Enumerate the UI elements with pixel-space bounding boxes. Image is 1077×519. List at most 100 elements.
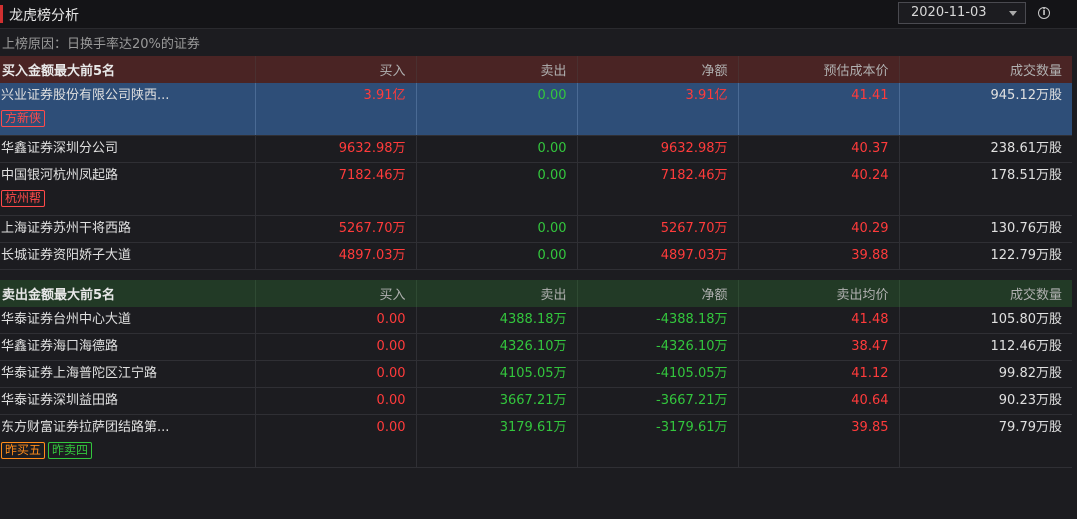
broker-name: 华泰证券上海普陀区江宁路 <box>0 360 255 388</box>
net-amount: -3179.61万 <box>576 414 738 468</box>
sell-amount: 0.00 <box>415 242 577 270</box>
buy-amount: 9632.98万 <box>254 135 416 163</box>
buy-amount: 0.00 <box>254 307 416 334</box>
buy-amount: 7182.46万 <box>254 162 416 216</box>
title-bar: 龙虎榜分析 2020-11-03 i <box>0 0 1077 29</box>
table-row[interactable]: 华泰证券深圳益田路 0.00 3667.21万 -3667.21万 40.64 … <box>0 387 1072 415</box>
broker-name: 上海证券苏州干将西路 <box>0 215 255 243</box>
buy-header-volume[interactable]: 成交数量 <box>898 56 1072 83</box>
buy-header-net[interactable]: 净额 <box>576 56 738 83</box>
buy-table: 买入金额最大前5名 买入 卖出 净额 预估成本价 成交数量 兴业证券股份有限公司… <box>0 56 1072 270</box>
sell-amount: 4326.10万 <box>415 333 577 361</box>
sell-table: 卖出金额最大前5名 买入 卖出 净额 卖出均价 成交数量 华泰证券台州中心大道 … <box>0 280 1072 468</box>
volume: 178.51万股 <box>898 162 1072 216</box>
avg-sell-price: 39.85 <box>737 414 899 468</box>
table-row[interactable]: 兴业证券股份有限公司陕西... 方新侠 3.91亿 0.00 3.91亿 41.… <box>0 83 1072 136</box>
cost-price: 40.37 <box>737 135 899 163</box>
volume: 105.80万股 <box>898 307 1072 334</box>
broker-name: 东方财富证券拉萨团结路第... <box>1 420 170 435</box>
net-amount: -4326.10万 <box>576 333 738 361</box>
sell-amount: 0.00 <box>415 215 577 243</box>
broker-name: 长城证券资阳娇子大道 <box>0 242 255 270</box>
volume: 238.61万股 <box>898 135 1072 163</box>
net-amount: 4897.03万 <box>576 242 738 270</box>
listing-reason: 上榜原因：日换手率达20%的证券 <box>2 37 200 52</box>
buy-amount: 0.00 <box>254 333 416 361</box>
page-title: 龙虎榜分析 <box>9 8 79 24</box>
avg-sell-price: 41.12 <box>737 360 899 388</box>
volume: 130.76万股 <box>898 215 1072 243</box>
net-amount: 3.91亿 <box>576 83 738 136</box>
avg-sell-price: 38.47 <box>737 333 899 361</box>
net-amount: 9632.98万 <box>576 135 738 163</box>
sell-table-header: 卖出金额最大前5名 买入 卖出 净额 卖出均价 成交数量 <box>0 280 1072 307</box>
sell-amount: 4105.05万 <box>415 360 577 388</box>
sell-header-sell[interactable]: 卖出 <box>415 280 577 307</box>
buy-header-price[interactable]: 预估成本价 <box>737 56 899 83</box>
sell-header-volume[interactable]: 成交数量 <box>898 280 1072 307</box>
broker-name: 华鑫证券海口海德路 <box>0 333 255 361</box>
cost-price: 41.41 <box>737 83 899 136</box>
buy-amount: 5267.70万 <box>254 215 416 243</box>
buy-header-name: 买入金额最大前5名 <box>0 56 255 83</box>
avg-sell-price: 40.64 <box>737 387 899 415</box>
volume: 945.12万股 <box>898 83 1072 136</box>
sell-amount: 0.00 <box>415 162 577 216</box>
buy-amount: 3.91亿 <box>254 83 416 136</box>
net-amount: -3667.21万 <box>576 387 738 415</box>
date-select[interactable]: 2020-11-03 <box>898 2 1026 24</box>
buy-amount: 0.00 <box>254 414 416 468</box>
broker-name: 华泰证券台州中心大道 <box>0 307 255 334</box>
date-value: 2020-11-03 <box>911 5 987 20</box>
buy-amount: 0.00 <box>254 360 416 388</box>
table-row[interactable]: 华鑫证券海口海德路 0.00 4326.10万 -4326.10万 38.47 … <box>0 333 1072 361</box>
broker-name-cell: 兴业证券股份有限公司陕西... 方新侠 <box>0 83 255 136</box>
trader-tag[interactable]: 方新侠 <box>1 110 46 127</box>
net-amount: -4105.05万 <box>576 360 738 388</box>
sell-amount: 3179.61万 <box>415 414 577 468</box>
volume: 112.46万股 <box>898 333 1072 361</box>
table-row[interactable]: 东方财富证券拉萨团结路第... 昨买五 昨卖四 0.00 3179.61万 -31… <box>0 414 1072 468</box>
broker-name: 中国银河杭州凤起路 <box>1 168 119 183</box>
volume: 90.23万股 <box>898 387 1072 415</box>
table-row[interactable]: 华泰证券上海普陀区江宁路 0.00 4105.05万 -4105.05万 41.… <box>0 360 1072 388</box>
sell-header-net[interactable]: 净额 <box>576 280 738 307</box>
trader-tag[interactable]: 杭州帮 <box>1 190 46 207</box>
sell-amount: 0.00 <box>415 135 577 163</box>
cost-price: 39.88 <box>737 242 899 270</box>
table-row[interactable]: 中国银河杭州凤起路 杭州帮 7182.46万 0.00 7182.46万 40.… <box>0 162 1072 216</box>
cost-price: 40.29 <box>737 215 899 243</box>
sell-amount: 3667.21万 <box>415 387 577 415</box>
broker-name-cell: 中国银河杭州凤起路 杭州帮 <box>0 162 255 216</box>
buy-table-header: 买入金额最大前5名 买入 卖出 净额 预估成本价 成交数量 <box>0 56 1072 83</box>
volume: 79.79万股 <box>898 414 1072 468</box>
history-tag[interactable]: 昨买五 <box>1 442 46 459</box>
broker-name-cell: 东方财富证券拉萨团结路第... 昨买五 昨卖四 <box>0 414 255 468</box>
broker-name: 兴业证券股份有限公司陕西... <box>1 88 170 103</box>
history-tag[interactable]: 昨卖四 <box>48 442 93 459</box>
buy-header-buy[interactable]: 买入 <box>254 56 416 83</box>
avg-sell-price: 41.48 <box>737 307 899 334</box>
sell-amount: 4388.18万 <box>415 307 577 334</box>
sell-header-price[interactable]: 卖出均价 <box>737 280 899 307</box>
broker-name: 华鑫证券深圳分公司 <box>0 135 255 163</box>
volume: 99.82万股 <box>898 360 1072 388</box>
volume: 122.79万股 <box>898 242 1072 270</box>
table-row[interactable]: 上海证券苏州干将西路 5267.70万 0.00 5267.70万 40.29 … <box>0 215 1072 243</box>
table-row[interactable]: 华鑫证券深圳分公司 9632.98万 0.00 9632.98万 40.37 2… <box>0 135 1072 163</box>
buy-amount: 4897.03万 <box>254 242 416 270</box>
net-amount: 5267.70万 <box>576 215 738 243</box>
broker-name: 华泰证券深圳益田路 <box>0 387 255 415</box>
net-amount: -4388.18万 <box>576 307 738 334</box>
net-amount: 7182.46万 <box>576 162 738 216</box>
chevron-down-icon <box>1009 11 1017 16</box>
sell-header-buy[interactable]: 买入 <box>254 280 416 307</box>
buy-header-sell[interactable]: 卖出 <box>415 56 577 83</box>
sell-amount: 0.00 <box>415 83 577 136</box>
buy-amount: 0.00 <box>254 387 416 415</box>
sell-header-name: 卖出金额最大前5名 <box>0 280 255 307</box>
table-row[interactable]: 华泰证券台州中心大道 0.00 4388.18万 -4388.18万 41.48… <box>0 307 1072 334</box>
table-row[interactable]: 长城证券资阳娇子大道 4897.03万 0.00 4897.03万 39.88 … <box>0 242 1072 270</box>
info-icon[interactable]: i <box>1038 7 1050 19</box>
title-accent <box>0 5 3 23</box>
